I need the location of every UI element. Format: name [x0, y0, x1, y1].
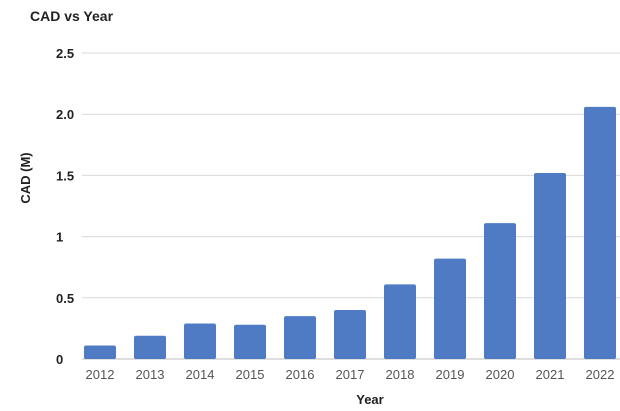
x-tick-label: 2021 — [536, 367, 565, 382]
y-tick-label: 0.5 — [56, 291, 74, 306]
y-tick-label: 1 — [56, 230, 63, 245]
x-tick-label: 2012 — [86, 367, 115, 382]
bar-2013 — [134, 335, 166, 359]
chart-title: CAD vs Year — [30, 8, 114, 24]
y-axis-label: CAD (M) — [18, 152, 33, 203]
bar-2020 — [484, 223, 516, 359]
x-tick-label: 2022 — [586, 367, 615, 382]
x-tick-label: 2017 — [336, 367, 365, 382]
x-tick-label: 2016 — [286, 367, 315, 382]
bar-2017 — [334, 310, 366, 359]
y-axis-ticks: 0 0.5 1 1.5 2.0 2.5 — [56, 46, 74, 367]
x-tick-label: 2020 — [486, 367, 515, 382]
x-axis-label: Year — [356, 392, 383, 407]
bar-2015 — [234, 324, 266, 359]
x-tick-label: 2018 — [386, 367, 415, 382]
x-tick-label: 2014 — [186, 367, 215, 382]
bar-2016 — [284, 316, 316, 359]
gridlines — [82, 52, 620, 360]
x-tick-label: 2019 — [436, 367, 465, 382]
y-tick-label: 2.0 — [56, 107, 74, 122]
y-tick-label: 0 — [56, 352, 63, 367]
bar-2019 — [434, 258, 466, 359]
y-tick-label: 1.5 — [56, 168, 74, 183]
x-tick-label: 2015 — [236, 367, 265, 382]
bar-2012 — [84, 345, 116, 359]
x-tick-label: 2013 — [136, 367, 165, 382]
bar-2021 — [534, 172, 566, 359]
x-axis-ticks: 2012 2013 2014 2015 2016 2017 2018 2019 2020 2021… — [86, 367, 615, 382]
y-tick-label: 2.5 — [56, 46, 74, 61]
bar-2014 — [184, 323, 216, 359]
bar-2022 — [584, 106, 616, 359]
bar-2018 — [384, 284, 416, 359]
bars — [84, 106, 616, 359]
